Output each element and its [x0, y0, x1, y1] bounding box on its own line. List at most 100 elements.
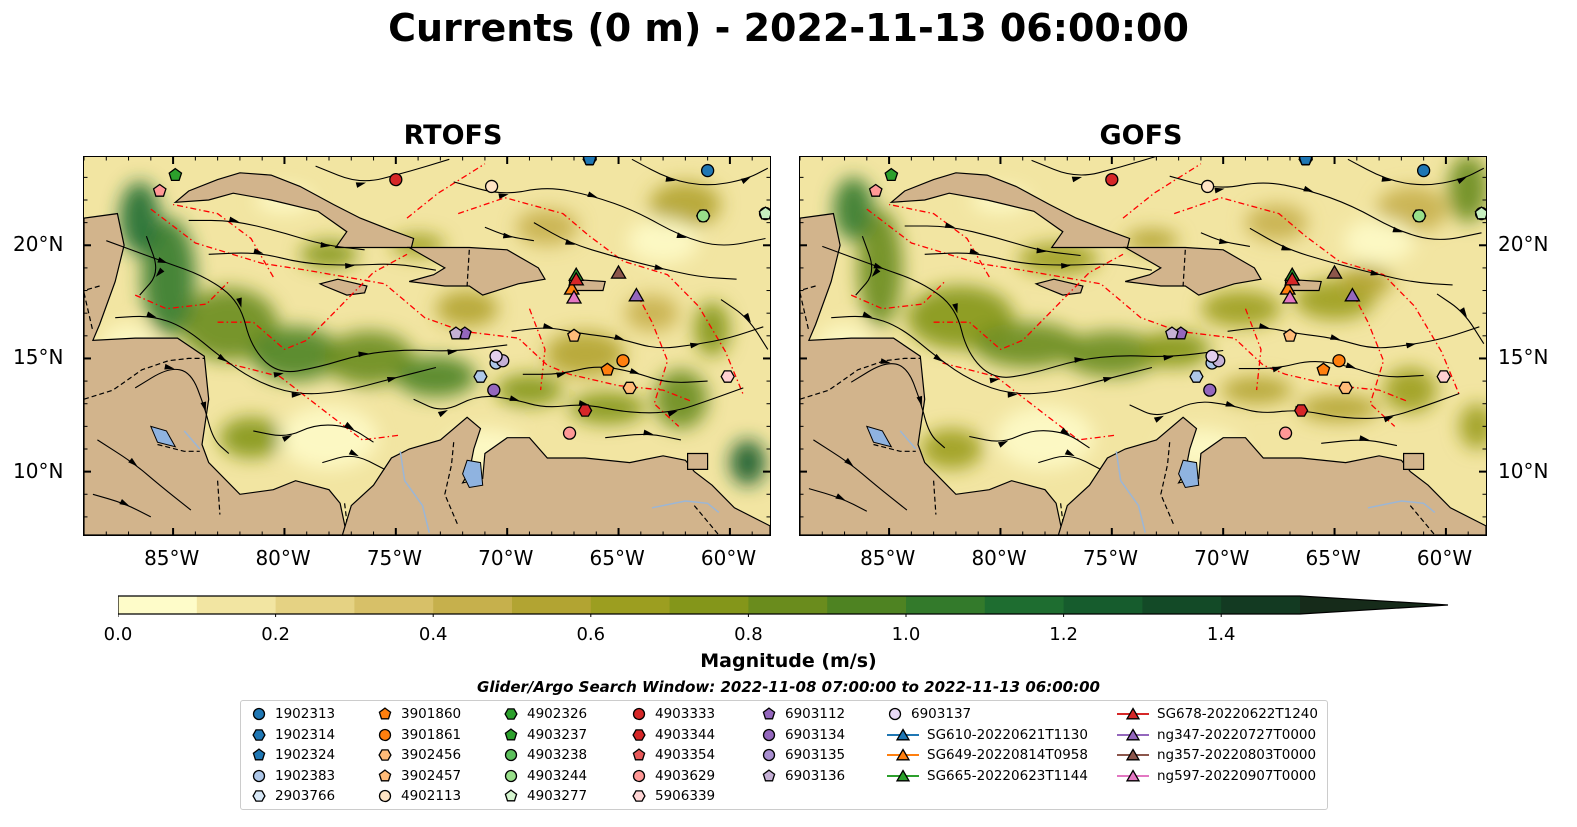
streamline — [720, 299, 769, 350]
streamline-arrow — [386, 376, 398, 383]
country-border — [157, 443, 200, 452]
argo-float-marker — [1412, 209, 1426, 223]
streamline-arrow — [1272, 366, 1283, 373]
argo-float-marker — [1283, 328, 1297, 342]
legend-entry: 3901861 — [377, 725, 461, 745]
country-border — [1409, 505, 1436, 535]
legend-entry: 4903629 — [631, 766, 715, 786]
streamline-arrow — [228, 216, 240, 223]
glider-marker — [568, 271, 585, 286]
streamline — [315, 158, 450, 182]
colorbar-tick-label: 0.2 — [261, 624, 290, 645]
streamline — [1200, 232, 1250, 247]
streamline — [253, 424, 374, 443]
x-tick-label: 65°W — [1305, 546, 1361, 570]
streamline — [188, 219, 365, 251]
streamline-arrow — [665, 176, 676, 182]
streamline-arrow — [873, 262, 884, 269]
legend-marker-icon — [632, 748, 646, 761]
legend-label: 4902113 — [401, 788, 462, 805]
colorbar-tick-label: 0.6 — [576, 624, 606, 645]
legend-label: 3901861 — [401, 726, 462, 743]
eez-boundary — [1244, 308, 1262, 391]
legend-entry: 2903766 — [251, 786, 335, 806]
country-border — [933, 480, 937, 515]
streamline-arrow — [1459, 307, 1467, 318]
streamline-arrow — [155, 267, 165, 277]
streamline — [106, 240, 508, 373]
legend-marker-icon — [762, 707, 776, 720]
legend-label: 1902313 — [275, 706, 336, 722]
legend-marker-icon — [504, 789, 518, 802]
y-tick-label-left: 20°N — [13, 232, 64, 257]
argo-float-marker — [616, 354, 630, 368]
streamline-arrow — [643, 429, 654, 436]
legend-marker-icon — [895, 748, 911, 761]
legend: 1902313 1902314 1902324 1902383 2903766 39018… — [240, 700, 1328, 810]
argo-float-marker — [582, 157, 597, 166]
legend-label: SG649-20220814T0958 — [927, 747, 1088, 764]
legend-marker-icon — [888, 707, 902, 721]
x-tick-label: 70°W — [478, 546, 534, 570]
streamline — [1238, 361, 1424, 378]
country-border — [1060, 503, 1064, 522]
streamline-arrow — [952, 303, 958, 314]
streamline-arrow — [654, 264, 665, 270]
legend-entry: 1902314 — [251, 725, 335, 745]
argo-float-marker — [700, 163, 715, 178]
x-tick-label: 75°W — [1082, 546, 1139, 570]
legend-label: 4903333 — [655, 706, 716, 722]
streamline-arrow — [1102, 376, 1114, 383]
streamline — [1031, 157, 1157, 176]
legend-label: 4903344 — [655, 726, 716, 743]
colorbar — [118, 595, 1449, 617]
argo-floats — [868, 157, 1486, 440]
argo-float-marker — [622, 381, 637, 395]
colorbar-segment — [118, 596, 198, 614]
colorbar-segment — [512, 596, 592, 614]
streamline-arrow — [1163, 354, 1174, 361]
argo-float-marker — [1205, 349, 1219, 363]
legend-entry: 6903136 — [761, 766, 845, 786]
glider-marker — [610, 264, 627, 279]
legend-label: 4903244 — [527, 767, 588, 784]
legend-entry: SG649-20220814T0958 — [887, 745, 1088, 765]
streamline-arrow — [1214, 187, 1225, 194]
eez-boundary — [528, 308, 546, 391]
argo-float-marker — [1436, 370, 1451, 383]
legend-label: SG665-20220623T1144 — [927, 767, 1088, 784]
main-title: Currents (0 m) - 2022-11-13 06:00:00 — [388, 6, 1189, 50]
argo-float-marker — [449, 326, 463, 340]
streamline-arrow — [689, 342, 701, 349]
streamlines — [808, 157, 1485, 512]
streamline-arrow — [997, 440, 1009, 448]
country-border — [1160, 442, 1175, 527]
streamline-arrow — [1381, 176, 1392, 182]
y-tick-label-right: 20°N — [1498, 232, 1549, 257]
streamline-arrow — [835, 493, 846, 501]
legend-label: 5906339 — [655, 788, 716, 805]
country-border — [84, 285, 100, 292]
legend-label: 3902457 — [401, 767, 462, 784]
colorbar-title: Magnitude (m/s) — [700, 650, 877, 672]
streamline — [831, 315, 1153, 395]
legend-label: 6903135 — [785, 747, 846, 764]
legend-entry: 4903354 — [631, 745, 715, 765]
streamline-arrow — [1303, 185, 1314, 192]
streamline-arrow — [565, 239, 576, 245]
streamline-arrow — [1064, 449, 1075, 457]
streamline-arrow — [344, 421, 355, 430]
legend-marker-icon — [895, 727, 911, 741]
y-tick-label-right: 10°N — [1498, 458, 1549, 483]
country-border — [444, 442, 459, 527]
streamline-arrow — [1007, 391, 1018, 398]
argo-float-marker — [577, 404, 593, 417]
glider-marker — [565, 289, 583, 304]
map-panel-rtofs — [83, 156, 771, 536]
streamline-arrow — [345, 262, 356, 269]
streamline-arrow — [128, 457, 138, 467]
argo-float-marker — [1189, 370, 1204, 383]
legend-marker-icon — [632, 728, 646, 741]
gliders — [563, 264, 645, 304]
streamline — [522, 366, 708, 383]
